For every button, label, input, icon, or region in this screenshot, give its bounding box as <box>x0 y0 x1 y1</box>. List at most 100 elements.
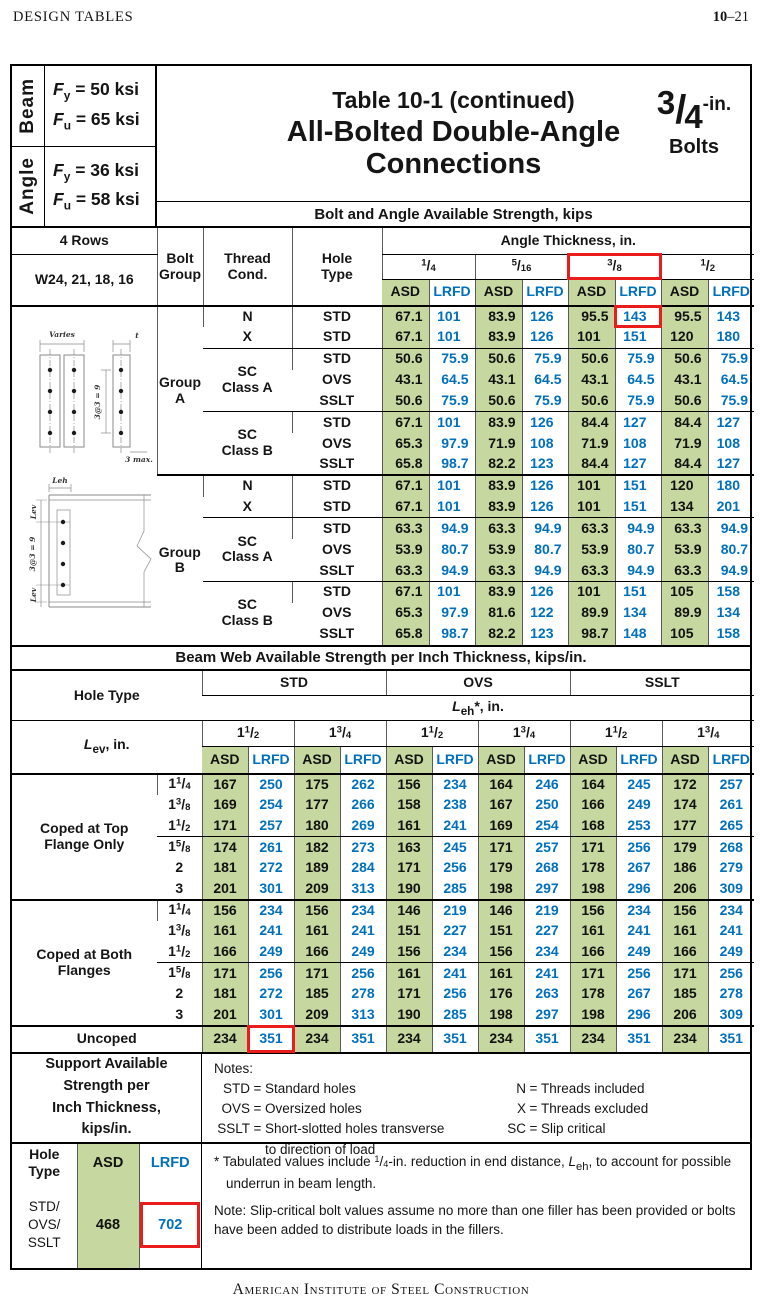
asd-value: 209 <box>293 1004 340 1026</box>
lrfd-header: LRFD <box>431 746 478 775</box>
asd-header: ASD <box>385 746 432 775</box>
angle-label: Angle <box>17 157 38 216</box>
asd-value: 83.9 <box>474 581 522 603</box>
web-row: 15/8 171 256 171 256 161 241 161 241 171 256 171 256 <box>12 962 755 984</box>
asd-value: 182 <box>293 836 340 858</box>
asd-value: 43.1 <box>567 369 615 391</box>
lrfd-value: 351 <box>523 1024 571 1052</box>
lrfd-value: 75.9 <box>428 348 475 370</box>
asd-value: 181 <box>201 983 248 1005</box>
thread-cond-value: SC Class B <box>203 411 292 477</box>
note-text: Slip critical <box>541 1121 606 1137</box>
bolt-size-word: Bolts <box>669 136 719 158</box>
lrfd-header: LRFD <box>521 279 568 307</box>
asd-value: 181 <box>201 857 248 879</box>
note-text: Threads included <box>541 1080 645 1096</box>
mini-asd-value: 468 <box>76 1182 139 1268</box>
beam-sizes-label: W24, 21, 18, 16 <box>12 254 157 307</box>
note-equals: = <box>529 1121 538 1137</box>
asd-value: 156 <box>293 899 340 921</box>
thread-cond-value: SC Class A <box>203 517 292 582</box>
lrfd-value: 180 <box>707 475 754 497</box>
beam-properties: Beam Fy = 50 ksi Fu = 65 ksi <box>12 66 155 146</box>
diagram-max-label: 3 max. <box>125 455 153 464</box>
note-definition: X = Threads excluded <box>506 1099 744 1119</box>
asd-header: ASD <box>293 746 340 775</box>
lrfd-value: 122 <box>521 602 568 624</box>
lrfd-value: 254 <box>523 815 571 838</box>
connection-diagram-cell: Varies t 3@3 = 9 3 max. Leh Lev 3@3 = 9 … <box>12 306 157 645</box>
hole-type-header: Hole Type <box>291 228 382 307</box>
asd-value: 198 <box>569 878 617 901</box>
web-row: 13/8 161 241 161 241 151 227 151 227 161 241 161 241 <box>12 920 755 942</box>
lrfd-value: 241 <box>523 962 571 984</box>
asd-value: 156 <box>661 899 709 921</box>
thread-cond-value: X <box>203 496 292 519</box>
lrfd-value: 123 <box>521 454 568 477</box>
asd-value: 84.4 <box>567 411 615 434</box>
asd-value: 198 <box>477 878 524 901</box>
note-equals: = <box>253 1101 262 1117</box>
thread-cond-value: X <box>203 327 292 349</box>
asd-value: 161 <box>661 920 709 942</box>
note-definition: N = Threads included <box>506 1079 744 1099</box>
angle-thickness-col: 5/16 <box>474 254 568 280</box>
asd-value: 234 <box>293 1024 340 1052</box>
asd-value: 168 <box>569 815 617 838</box>
lrfd-value: 234 <box>339 899 386 921</box>
lrfd-value: 127 <box>614 411 661 434</box>
asd-value: 177 <box>293 794 340 816</box>
lrfd-value: 245 <box>431 836 478 858</box>
lrfd-value: 261 <box>247 836 294 858</box>
web-row: 2 181 272 185 278 171 256 176 263 178 267 185 278 <box>12 983 755 1005</box>
bolt-size-fraction: 3/4-in. <box>644 82 744 140</box>
lrfd-value: 148 <box>614 623 661 645</box>
lrfd-value: 301 <box>247 878 294 901</box>
asd-value: 50.6 <box>474 390 522 413</box>
lrfd-value: 241 <box>707 920 755 942</box>
asd-value: 201 <box>201 1004 248 1026</box>
bolt-group-header: Bolt Group <box>156 228 203 307</box>
support-label: Support Available Strength per Inch Thickn… <box>12 1053 202 1142</box>
lrfd-value: 94.9 <box>428 517 475 540</box>
lrfd-value: 249 <box>615 941 663 964</box>
note-abbr: SC <box>507 1121 526 1137</box>
lrfd-value: 296 <box>615 878 663 901</box>
leh-header: Leh*, in. <box>202 695 755 722</box>
bolt-size-denominator: 4 <box>684 98 703 135</box>
beam-property: Fy = 50 ksi <box>53 79 139 103</box>
lrfd-value: 254 <box>247 794 294 816</box>
web-row: 15/8 174 261 182 273 163 245 171 257 171 256 179 268 <box>12 836 755 858</box>
lrfd-value: 64.5 <box>428 369 475 391</box>
beam-values: Fy = 50 ksi Fu = 65 ksi <box>45 66 155 146</box>
asd-value: 180 <box>293 815 340 838</box>
lrfd-value: 297 <box>523 1004 571 1026</box>
mini-asd-header: ASD <box>76 1143 139 1183</box>
note-text: Short-slotted holes transverse to directi… <box>265 1121 445 1157</box>
page-number: 10–21 <box>713 9 749 26</box>
asd-value: 134 <box>660 496 708 519</box>
lrfd-value: 108 <box>614 433 661 455</box>
bolt-strength-banner: Bolt and Angle Available Strength, kips <box>157 201 750 226</box>
asd-value: 63.3 <box>660 517 708 540</box>
diagram-t-label: t <box>135 331 139 340</box>
asd-value: 206 <box>661 878 709 901</box>
lrfd-value: 256 <box>615 836 663 858</box>
lrfd-value: 309 <box>707 1004 755 1026</box>
angle-thickness-col: 1/4 <box>381 254 475 280</box>
bolt-row: SC Class B STD 67.1 101 83.9 126 101 151 105 158 <box>12 581 754 628</box>
diagram-lev-bottom-label: Lev <box>29 587 38 603</box>
asd-value: 81.6 <box>474 602 522 624</box>
lrfd-value: 246 <box>523 773 571 795</box>
asd-value: 71.9 <box>474 433 522 455</box>
lev-value: 3 <box>175 1005 184 1022</box>
lrfd-value: 313 <box>339 1004 386 1026</box>
page-number-volume: 10 <box>712 9 728 25</box>
lrfd-value: 94.9 <box>707 560 754 582</box>
asd-header: ASD <box>660 279 708 307</box>
asd-value: 161 <box>385 962 432 984</box>
mini-hole-types: STD/OVS/SSLT <box>27 1198 61 1251</box>
hole-type-value: STD <box>291 581 382 603</box>
beam-label-cell: Beam <box>12 66 45 146</box>
asd-value: 98.7 <box>567 623 615 645</box>
